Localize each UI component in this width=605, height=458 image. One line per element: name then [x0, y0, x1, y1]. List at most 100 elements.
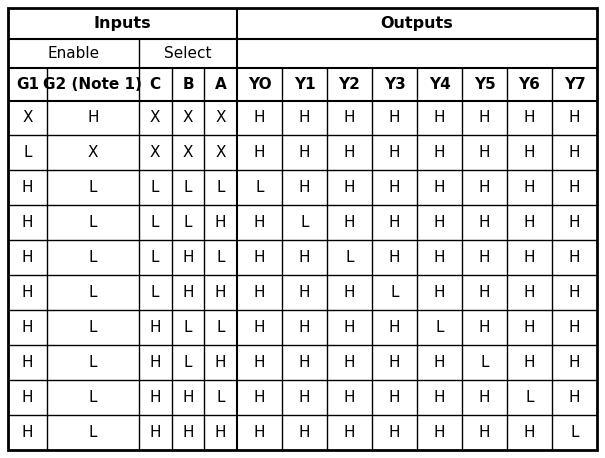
Text: H: H — [344, 180, 355, 196]
Text: H: H — [299, 146, 310, 160]
Text: H: H — [569, 180, 580, 196]
Text: H: H — [22, 215, 33, 230]
Text: Y5: Y5 — [474, 76, 495, 92]
Text: L: L — [88, 320, 97, 335]
Text: L: L — [88, 355, 97, 370]
Text: X: X — [215, 110, 226, 125]
Text: H: H — [149, 425, 161, 440]
Text: L: L — [184, 355, 192, 370]
Text: L: L — [300, 215, 309, 230]
Text: H: H — [434, 215, 445, 230]
Text: H: H — [524, 180, 535, 196]
Text: H: H — [569, 215, 580, 230]
Text: H: H — [434, 355, 445, 370]
Text: H: H — [389, 390, 401, 405]
Text: L: L — [151, 180, 160, 196]
Text: H: H — [344, 146, 355, 160]
Text: H: H — [434, 285, 445, 300]
Text: H: H — [254, 110, 266, 125]
Text: H: H — [479, 320, 490, 335]
Text: H: H — [344, 110, 355, 125]
Text: H: H — [344, 390, 355, 405]
Text: H: H — [22, 425, 33, 440]
Text: X: X — [150, 146, 160, 160]
Text: H: H — [254, 355, 266, 370]
Text: H: H — [215, 215, 226, 230]
Text: L: L — [88, 425, 97, 440]
Text: Y1: Y1 — [294, 76, 315, 92]
Text: H: H — [254, 146, 266, 160]
Text: B: B — [182, 76, 194, 92]
Text: H: H — [434, 110, 445, 125]
Text: H: H — [299, 320, 310, 335]
Text: L: L — [88, 250, 97, 265]
Text: H: H — [299, 355, 310, 370]
Text: H: H — [22, 355, 33, 370]
Text: H: H — [22, 390, 33, 405]
Text: L: L — [88, 180, 97, 196]
Text: H: H — [434, 390, 445, 405]
Text: H: H — [389, 180, 401, 196]
Text: Outputs: Outputs — [381, 16, 453, 31]
Text: H: H — [254, 215, 266, 230]
Text: H: H — [149, 320, 161, 335]
Text: H: H — [254, 285, 266, 300]
Text: H: H — [479, 180, 490, 196]
Text: H: H — [479, 425, 490, 440]
Text: H: H — [524, 285, 535, 300]
Text: H: H — [524, 425, 535, 440]
Text: H: H — [344, 215, 355, 230]
Text: H: H — [389, 146, 401, 160]
Text: H: H — [254, 390, 266, 405]
Text: L: L — [88, 390, 97, 405]
Text: L: L — [217, 390, 225, 405]
Text: L: L — [151, 215, 160, 230]
Text: H: H — [182, 250, 194, 265]
Text: L: L — [480, 355, 489, 370]
Text: YO: YO — [247, 76, 272, 92]
Text: H: H — [524, 110, 535, 125]
Text: X: X — [215, 146, 226, 160]
Text: H: H — [344, 425, 355, 440]
Text: X: X — [183, 146, 193, 160]
Text: H: H — [479, 390, 490, 405]
Text: H: H — [22, 285, 33, 300]
Text: L: L — [525, 390, 534, 405]
Text: H: H — [22, 180, 33, 196]
Text: L: L — [217, 180, 225, 196]
Text: H: H — [299, 285, 310, 300]
Text: Enable: Enable — [47, 46, 99, 61]
Text: H: H — [254, 250, 266, 265]
Text: X: X — [88, 146, 98, 160]
Text: H: H — [479, 110, 490, 125]
Text: H: H — [182, 285, 194, 300]
Text: H: H — [149, 390, 161, 405]
Text: L: L — [184, 215, 192, 230]
Text: H: H — [479, 215, 490, 230]
Text: Y2: Y2 — [339, 76, 361, 92]
Text: L: L — [23, 146, 31, 160]
Text: H: H — [22, 250, 33, 265]
Text: H: H — [569, 285, 580, 300]
Text: H: H — [389, 110, 401, 125]
Text: H: H — [182, 425, 194, 440]
Text: L: L — [184, 180, 192, 196]
Text: H: H — [344, 355, 355, 370]
Text: L: L — [571, 425, 579, 440]
Text: H: H — [215, 285, 226, 300]
Text: L: L — [88, 215, 97, 230]
Text: L: L — [217, 250, 225, 265]
Text: H: H — [479, 250, 490, 265]
Text: L: L — [390, 285, 399, 300]
Text: L: L — [88, 285, 97, 300]
Text: H: H — [569, 110, 580, 125]
Text: H: H — [215, 425, 226, 440]
Text: H: H — [344, 285, 355, 300]
Text: H: H — [569, 390, 580, 405]
Text: H: H — [299, 425, 310, 440]
Text: H: H — [569, 320, 580, 335]
Text: H: H — [22, 320, 33, 335]
Text: X: X — [183, 110, 193, 125]
Text: H: H — [149, 355, 161, 370]
Text: H: H — [524, 215, 535, 230]
